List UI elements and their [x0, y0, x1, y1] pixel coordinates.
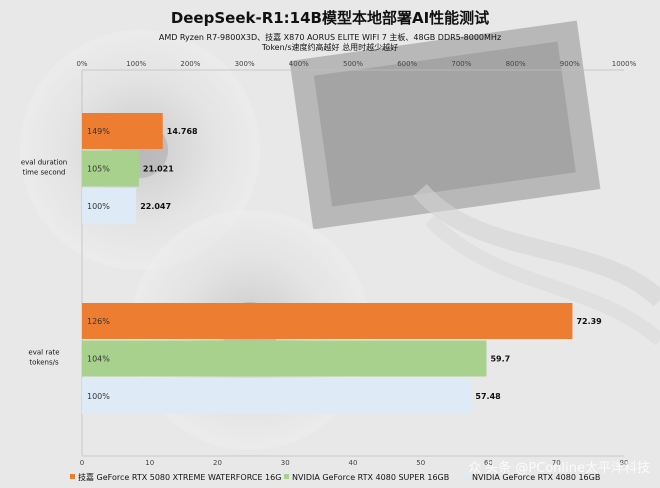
bar	[82, 303, 573, 339]
legend-swatch	[70, 474, 75, 479]
chart-subtitle-line: AMD Ryzen R7-9800X3D、技嘉 X870 AORUS ELITE…	[159, 32, 501, 42]
bottom-axis-tick-label: 30	[281, 459, 290, 467]
bar-value-label: 72.39	[576, 317, 602, 326]
bar	[82, 340, 487, 377]
bar-percent-label: 149%	[87, 127, 110, 136]
bottom-axis-tick-label: 10	[145, 459, 154, 467]
top-axis-tick-label: 0%	[76, 60, 87, 68]
top-axis-tick-label: 900%	[560, 60, 580, 68]
chart-subtitle-line: Token/s速度约高越好 总用时越少越好	[261, 42, 398, 52]
bottom-axis-tick-label: 20	[213, 459, 222, 467]
bar-percent-label: 104%	[87, 355, 110, 364]
bar-value-label: 57.48	[475, 392, 501, 401]
watermark-text: 众 头条 @PConline太平洋科技	[468, 460, 650, 476]
category-label: tokens/s	[29, 359, 59, 367]
bottom-axis-tick-label: 70	[552, 459, 561, 467]
bar-percent-label: 126%	[87, 317, 110, 326]
legend-label: NVIDIA GeForce RTX 4080 16GB	[472, 473, 600, 482]
bottom-axis-tick-label: 0	[80, 459, 84, 467]
top-axis-tick-label: 1000%	[612, 60, 637, 68]
legend-label: NVIDIA GeForce RTX 4080 SUPER 16GB	[292, 473, 449, 482]
bar-value-label: 22.047	[140, 202, 171, 211]
bar	[82, 113, 163, 149]
top-axis-tick-label: 300%	[235, 60, 255, 68]
bar-value-label: 21.021	[143, 165, 174, 174]
top-axis-tick-label: 700%	[451, 60, 471, 68]
bar-percent-label: 100%	[87, 392, 110, 401]
bar-percent-label: 105%	[87, 165, 110, 174]
top-axis-tick-label: 100%	[126, 60, 146, 68]
bar	[82, 188, 137, 224]
top-axis-tick-label: 600%	[397, 60, 417, 68]
legend-swatch	[464, 474, 469, 479]
category-label: eval duration	[21, 159, 67, 167]
top-axis-tick-label: 500%	[343, 60, 363, 68]
top-axis-tick-label: 400%	[289, 60, 309, 68]
category-label: eval rate	[28, 349, 59, 357]
bar	[82, 150, 139, 187]
chart-title: DeepSeek-R1:14B模型本地部署AI性能测试	[171, 9, 489, 27]
top-axis-tick-label: 800%	[506, 60, 526, 68]
bar-value-label: 59.7	[490, 355, 510, 364]
bar-percent-label: 100%	[87, 202, 110, 211]
bar-value-label: 14.768	[167, 127, 198, 136]
legend-swatch	[284, 474, 289, 479]
category-label: time second	[22, 169, 65, 177]
bottom-axis-tick-label: 50	[416, 459, 425, 467]
bar	[82, 378, 472, 414]
bottom-axis-tick-label: 80	[620, 459, 629, 467]
top-axis-tick-label: 200%	[180, 60, 200, 68]
legend-label: 技嘉 GeForce RTX 5080 XTREME WATERFORCE 16…	[78, 472, 281, 482]
bottom-axis-tick-label: 60	[484, 459, 493, 467]
bottom-axis-tick-label: 40	[349, 459, 358, 467]
